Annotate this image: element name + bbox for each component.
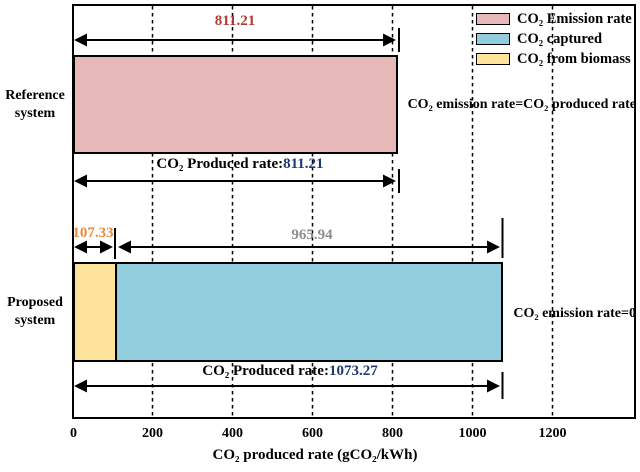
ref-produced-text: CO₂ Produced rate:	[156, 156, 284, 172]
legend-item-emission: CO₂ Emission rate	[476, 9, 632, 29]
legend: CO₂ Emission rate CO₂ captured CO₂ from …	[476, 9, 632, 69]
legend-item-biomass: CO₂ from biomass	[476, 49, 632, 69]
prop-biomass-value: 107.33	[72, 225, 114, 241]
category-label-reference: Reference system	[5, 88, 65, 122]
x-tick-1000: 1000	[458, 426, 487, 441]
prop-produced-value: 1073.27	[328, 363, 378, 379]
legend-label-biomass: CO₂ from biomass	[517, 50, 631, 67]
ref-produced-annotation: CO₂ Produced rate:811.21	[120, 156, 360, 173]
ref-emission-value: 811.21	[214, 13, 256, 29]
prop-captured-value: 965.94	[291, 227, 333, 243]
bar-proposed-biomass	[73, 262, 117, 362]
bar-proposed-captured	[114, 262, 503, 362]
legend-label-emission: CO₂ Emission rate	[517, 10, 632, 27]
x-tick-800: 800	[382, 426, 403, 441]
legend-swatch-biomass	[476, 53, 510, 65]
prop-produced-annotation: CO₂ Produced rate:1073.27	[170, 363, 410, 380]
x-tick-200: 200	[142, 426, 163, 441]
x-tick-1200: 1200	[538, 426, 567, 441]
ref-produced-value: 811.21	[283, 156, 324, 172]
legend-item-captured: CO₂ captured	[476, 29, 632, 49]
legend-swatch-captured	[476, 33, 510, 45]
ref-emission-note: CO₂ emission rate=CO₂ produced rate	[407, 97, 636, 112]
x-axis-title: CO₂ produced rate (gCO₂/kWh)	[212, 447, 418, 463]
prop-emission-note: CO₂ emission rate=0	[513, 306, 636, 321]
x-tick-400: 400	[222, 426, 243, 441]
legend-swatch-emission	[476, 13, 510, 25]
x-tick-0: 0	[70, 426, 77, 441]
prop-produced-text: CO₂ Produced rate:	[202, 363, 329, 379]
x-tick-600: 600	[302, 426, 323, 441]
legend-label-captured: CO₂ captured	[517, 30, 603, 47]
category-label-proposed: Proposed system	[7, 295, 63, 329]
bar-reference-emission	[73, 55, 398, 154]
